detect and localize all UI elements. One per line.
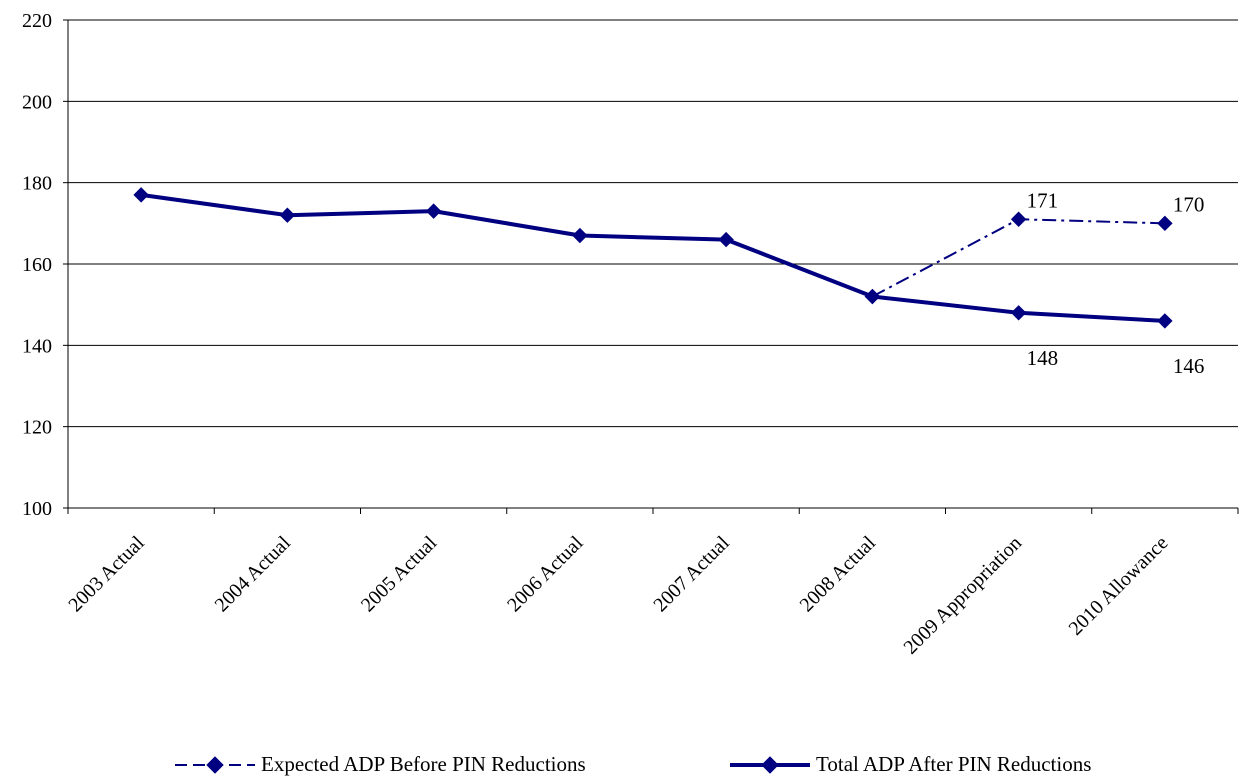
y-tick-label: 160 <box>22 254 52 276</box>
legend: Expected ADP Before PIN Reductions Total … <box>175 752 1091 776</box>
y-tick-label: 100 <box>22 498 52 520</box>
x-tick-label: 2010 Allowance <box>1065 532 1173 640</box>
y-tick-label: 120 <box>22 417 52 439</box>
y-tick-label: 200 <box>22 91 52 113</box>
legend-item: Total ADP After PIN Reductions <box>730 752 1091 776</box>
gridlines <box>68 19 1238 428</box>
x-tick-label: 2007 Actual <box>649 532 734 617</box>
data-point <box>1010 211 1027 227</box>
data-point <box>1157 215 1173 232</box>
series-line-expected-adp <box>871 218 1165 298</box>
x-tick-label: 2005 Actual <box>357 532 442 617</box>
x-tick-label: 2008 Actual <box>796 532 881 617</box>
y-tick-label: 180 <box>22 173 52 195</box>
legend-label: Total ADP After PIN Reductions <box>816 752 1091 776</box>
legend-swatch-marker <box>761 756 779 774</box>
data-label: 148 <box>1027 346 1059 370</box>
data-point <box>1010 305 1027 321</box>
data-point <box>864 288 881 305</box>
legend-item: Expected ADP Before PIN Reductions <box>175 752 586 776</box>
legend-swatch-marker <box>206 756 224 774</box>
data-point <box>1157 313 1173 329</box>
data-label: 171 <box>1027 188 1059 212</box>
legend-label: Expected ADP Before PIN Reductions <box>261 752 586 776</box>
data-point <box>425 203 442 219</box>
data-point <box>572 227 588 244</box>
x-tick-label: 2009 Appropriation <box>899 532 1026 659</box>
y-tick-label: 220 <box>22 10 52 32</box>
x-axis-ticks: 2003 Actual 2004 Actual 2005 Actual 2006 Ac… <box>64 508 1239 659</box>
x-tick-label: 2003 Actual <box>64 532 149 617</box>
data-point <box>133 187 149 203</box>
series-group <box>133 187 1173 329</box>
data-label: 146 <box>1173 354 1205 378</box>
data-label: 170 <box>1173 192 1205 216</box>
y-axis-ticks: 100 120 140 160 180 200 220 <box>22 10 68 520</box>
data-point <box>718 231 734 248</box>
x-tick-label: 2004 Actual <box>211 532 296 617</box>
series-line-total-adp <box>140 192 1165 323</box>
x-tick-label: 2006 Actual <box>503 532 588 617</box>
y-tick-label: 140 <box>22 335 52 357</box>
data-point <box>279 207 296 223</box>
data-labels: 171 170 148 146 <box>1027 188 1205 378</box>
